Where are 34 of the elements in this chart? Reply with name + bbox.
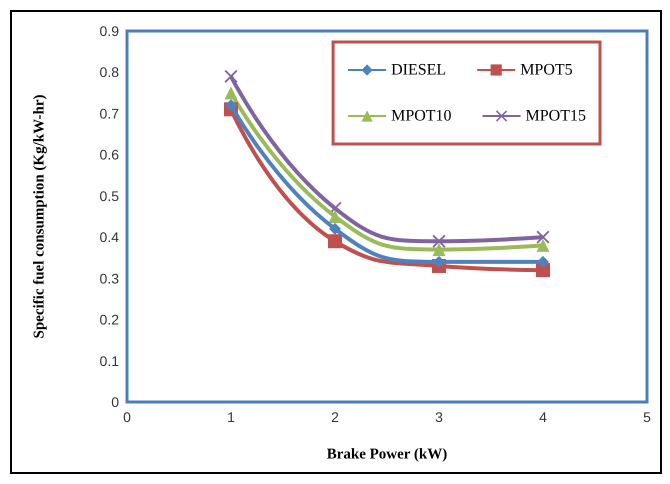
y-tick-label: 0.1 bbox=[100, 352, 120, 369]
x-tick-label: 4 bbox=[539, 409, 548, 425]
x-tick-label: 2 bbox=[331, 409, 340, 425]
point bbox=[224, 70, 238, 83]
point bbox=[536, 238, 550, 252]
y-tick-label: 0.2 bbox=[100, 312, 120, 328]
legend-label: MPOT10 bbox=[391, 108, 452, 124]
legend-label: DIESEL bbox=[391, 62, 446, 78]
point bbox=[432, 242, 446, 256]
legend-label: MPOT15 bbox=[526, 108, 586, 124]
x-tick-label: 5 bbox=[643, 409, 652, 425]
x-tick-label: 1 bbox=[227, 409, 236, 425]
x-tick-label: 3 bbox=[435, 409, 444, 425]
point bbox=[329, 222, 341, 235]
point bbox=[328, 234, 342, 248]
y-tick-label: 0.6 bbox=[100, 146, 120, 163]
y-tick-label: 0.5 bbox=[100, 188, 120, 204]
point bbox=[432, 234, 446, 248]
point bbox=[328, 210, 342, 223]
x-tick-label: 0 bbox=[123, 409, 132, 425]
y-tick-label: 0.8 bbox=[100, 64, 120, 80]
y-tick-label: 0.7 bbox=[100, 105, 120, 122]
y-tick-label: 0.9 bbox=[100, 23, 120, 39]
legend-label: MPOT5 bbox=[520, 62, 573, 78]
point bbox=[225, 99, 237, 112]
point bbox=[537, 256, 549, 268]
y-axis-title: Specific fuel consumption (Kg/kW-hr) bbox=[32, 94, 48, 339]
y-tick-label: 0.3 bbox=[100, 270, 120, 286]
point bbox=[536, 230, 550, 244]
x-axis-title: Brake Power (kW) bbox=[326, 446, 448, 462]
point bbox=[433, 256, 445, 268]
y-tick-label: 0.4 bbox=[100, 229, 120, 246]
y-tick-label: 0 bbox=[111, 394, 120, 410]
point bbox=[224, 86, 238, 100]
